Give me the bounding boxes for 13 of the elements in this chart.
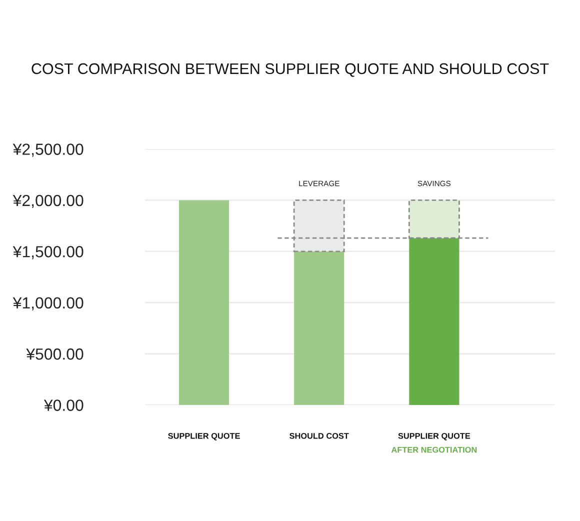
bar — [409, 238, 460, 405]
x-tick-label: SUPPLIER QUOTE — [168, 432, 240, 440]
bar — [179, 200, 230, 405]
y-tick-label: ¥2,000.00 — [12, 194, 84, 208]
bar — [294, 251, 344, 405]
y-tick-label: ¥1,000.00 — [12, 297, 84, 310]
y-tick-label: ¥2,500.00 — [12, 144, 84, 157]
chart-title: COST COMPARISON BETWEEN SUPPLIER QUOTE AND SHOULD COST — [32, 63, 549, 77]
y-tick-label: ¥0.00 — [44, 400, 84, 411]
y-tick-label: ¥1,500.00 — [12, 246, 84, 260]
y-tick-label: ¥500.00 — [26, 348, 84, 360]
category-label: SUPPLIER QUOTE AFTER NEGOTIATION — [391, 432, 477, 453]
x-tick-label: SHOULD COST — [290, 432, 349, 439]
